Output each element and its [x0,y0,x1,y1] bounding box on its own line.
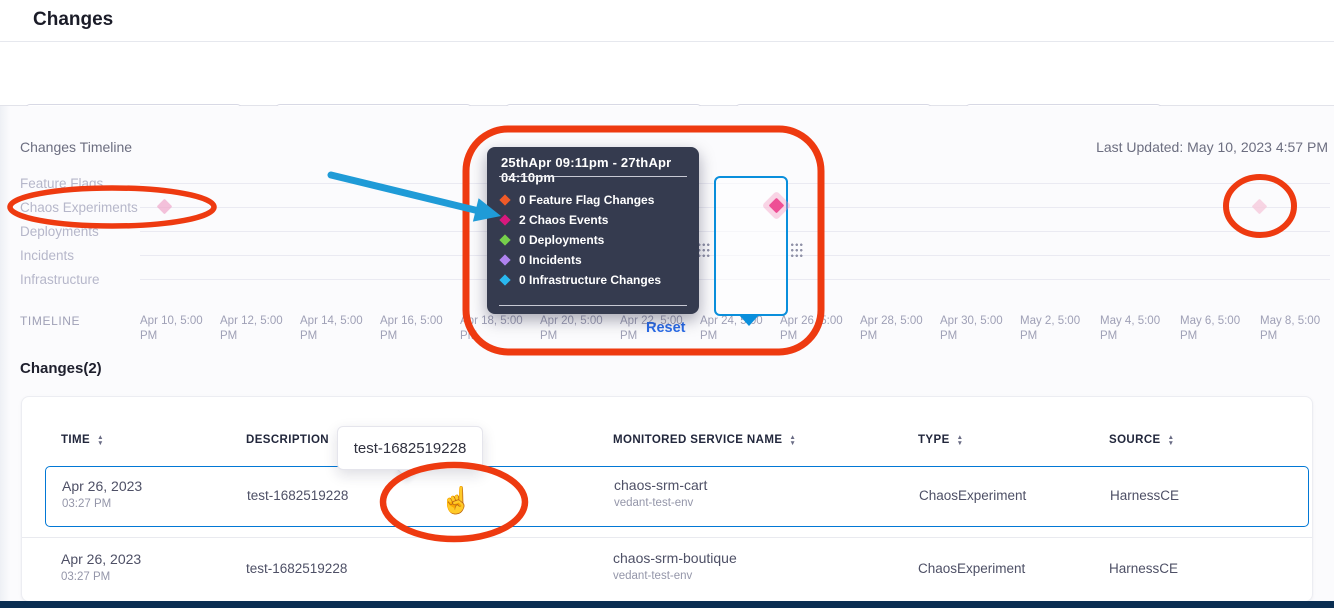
column-header-monitored-service[interactable]: MONITORED SERVICE NAME ▲ ▼ [613,433,797,447]
row-type: ChaosExperiment [919,488,1027,503]
description-tooltip: test-1682519228 [337,426,483,470]
row-description: test-1682519228 [246,561,348,576]
reset-button[interactable]: Reset [646,320,686,336]
legend-label: 0 Infrastructure Changes [519,273,662,287]
row-service-name: chaos-srm-cart [614,477,708,493]
page-title: Changes [33,9,114,30]
incidents-diamond-icon [499,254,511,266]
row-environment: vedant-test-env [614,497,694,509]
axis-tick: Apr 14, 5:00 PM [300,315,363,342]
row-source: HarnessCE [1109,561,1179,576]
row-environment: vedant-test-env [613,570,693,582]
brush-right-handle-icon[interactable] [790,242,803,259]
axis-tick: Apr 16, 5:00 PM [380,315,443,342]
filter-bar: Last month Services: All Environments: A… [0,42,1334,135]
timeline-section-title: Changes Timeline [20,139,133,155]
axis-tick: Apr 30, 5:00 PM [940,315,1003,342]
tooltip-divider [499,305,687,306]
column-header-type[interactable]: TYPE ▲ ▼ [918,433,964,447]
axis-tick: Apr 26, 5:00 PM [780,315,843,342]
legend-chaos-events: 2 Chaos Events [499,210,609,230]
axis-tick: May 2, 5:00 PM [1020,315,1081,342]
axis-tick: Apr 18, 5:00 PM [460,315,523,342]
row-service-name: chaos-srm-boutique [613,550,737,566]
legend-label: 2 Chaos Events [519,213,609,227]
legend-infrastructure: 0 Infrastructure Changes [499,270,662,290]
timeline-axis-label: TIMELINE [20,314,81,328]
bottom-nav-edge [0,601,1334,608]
last-updated-text: Last Updated: May 10, 2023 4:57 PM [1096,139,1328,155]
row-time: 03:27 PM [61,571,111,583]
axis-tick: May 6, 5:00 PM [1180,315,1241,342]
row-date: Apr 26, 2023 [61,551,142,567]
timeline-row-feature-flags[interactable]: Feature Flags [20,176,104,191]
timeline-row-chaos-experiments[interactable]: Chaos Experiments [20,200,138,215]
axis-tick: Apr 20, 5:00 PM [540,315,603,342]
tooltip-date-range: 25thApr 09:11pm - 27thApr 04:10pm [501,155,672,185]
column-header-time[interactable]: TIME ▲ ▼ [61,433,104,447]
column-header-source[interactable]: SOURCE ▲ ▼ [1109,433,1175,447]
table-row[interactable]: Apr 26, 2023 03:27 PM test-1682519228 ch… [45,541,1309,599]
tooltip-divider [499,176,687,177]
legend-feature-flags: 0 Feature Flag Changes [499,190,655,210]
legend-deployments: 0 Deployments [499,230,605,250]
hand-cursor-icon: ☝ [440,485,473,515]
timeline-tooltip: 25thApr 09:11pm - 27thApr 04:10pm 0 Feat… [487,147,699,314]
timeline-row-incidents[interactable]: Incidents [20,248,75,263]
column-label: SOURCE [1109,434,1161,446]
axis-tick: Apr 28, 5:00 PM [860,315,923,342]
table-row[interactable]: Apr 26, 2023 03:27 PM test-1682519228 ch… [45,466,1309,527]
axis-tick: Apr 10, 5:00 PM [140,315,203,342]
column-label: TYPE [918,434,950,446]
changes-table: TIME ▲▼ DESCRIPTION ▲▼ MONITORED SERVICE… [21,396,1313,602]
deployments-diamond-icon [499,234,511,246]
changes-count-heading: Changes(2) [20,360,102,377]
timeline-brush-selection[interactable] [714,176,788,316]
sort-icon[interactable]: ▲▼ [1167,433,1175,447]
sort-icon[interactable]: ▲▼ [789,433,797,447]
infrastructure-diamond-icon [499,274,511,286]
row-divider [22,537,1312,538]
legend-label: 0 Deployments [519,233,605,247]
axis-tick: Apr 12, 5:00 PM [220,315,283,342]
axis-tick: May 4, 5:00 PM [1100,315,1161,342]
row-time: 03:27 PM [62,498,112,510]
page-header: Changes [0,0,1334,42]
legend-label: 0 Feature Flag Changes [519,193,655,207]
column-label: DESCRIPTION [246,434,329,446]
feature-flag-diamond-icon [499,194,511,206]
axis-tick: Apr 24, 5:00 PM [700,315,763,342]
row-description: test-1682519228 [247,488,349,503]
timeline-row-deployments[interactable]: Deployments [20,224,99,239]
chaos-events-diamond-icon [499,214,511,226]
sort-icon[interactable]: ▲▼ [97,433,104,447]
sort-icon[interactable]: ▲▼ [956,433,964,447]
row-date: Apr 26, 2023 [62,478,143,494]
timeline-row-infrastructure[interactable]: Infrastructure [20,272,100,287]
row-source: HarnessCE [1110,488,1180,503]
column-label: MONITORED SERVICE NAME [613,434,783,446]
brush-pointer-icon [739,315,759,326]
legend-label: 0 Incidents [519,253,582,267]
column-header-description[interactable]: DESCRIPTION ▲▼ [246,434,343,447]
axis-tick: May 8, 5:00 PM [1260,315,1321,342]
row-type: ChaosExperiment [918,561,1026,576]
column-label: TIME [61,434,91,446]
legend-incidents: 0 Incidents [499,250,582,270]
left-edge-shadow [0,106,10,601]
